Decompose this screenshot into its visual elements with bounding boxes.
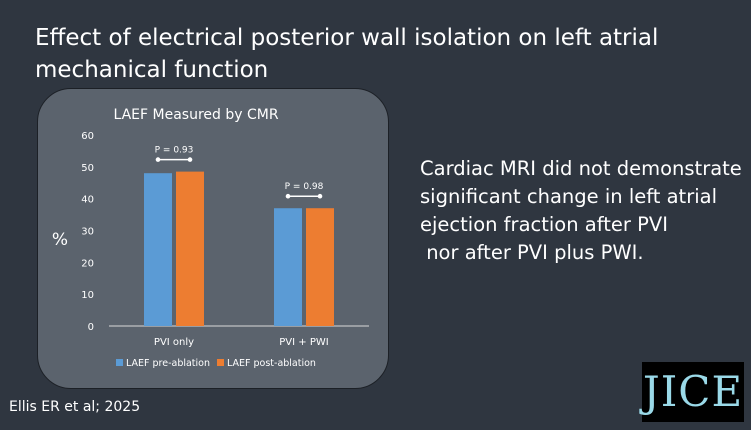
x-tick-label: PVI only (154, 337, 194, 348)
y-tick-label: 60 (81, 131, 94, 142)
bar-chart: LAEF Measured by CMR % 0 10 20 30 40 50 60 PVI… (52, 107, 369, 369)
legend-swatch (116, 359, 123, 366)
legend-label: LAEF pre-ablation (126, 358, 210, 369)
legend-swatch (217, 359, 224, 366)
p-value-label: P = 0.98 (285, 182, 324, 192)
y-tick-label: 10 (81, 290, 94, 301)
legend-label: LAEF post-ablation (227, 358, 316, 369)
x-tick-label: PVI + PWI (279, 337, 328, 348)
y-tick-label: 40 (81, 195, 94, 206)
bracket-end-dot (285, 193, 291, 199)
bracket-end-dot (317, 193, 323, 199)
bracket-end-dot (155, 157, 161, 162)
p-value-label: P = 0.93 (155, 146, 194, 156)
y-tick-label: 30 (81, 227, 94, 238)
slide-title: Effect of electrical posterior wall isol… (35, 25, 659, 83)
y-tick-label: 0 (88, 322, 94, 333)
citation: Ellis ER et al; 2025 (9, 399, 141, 415)
y-axis-label: % (52, 230, 68, 250)
bar (306, 208, 334, 326)
y-tick-label: 50 (81, 163, 94, 174)
journal-logo-text: JICE (642, 367, 744, 416)
journal-logo: JICE (642, 362, 744, 422)
summary-line: nor after PVI plus PWI. (420, 241, 644, 264)
bracket-end-dot (187, 157, 193, 162)
summary-line: Cardiac MRI did not demonstrate (420, 157, 742, 180)
bar (176, 171, 204, 326)
bar (274, 208, 302, 326)
chart-title: LAEF Measured by CMR (113, 107, 278, 123)
bar (144, 173, 172, 326)
summary-text: Cardiac MRI did not demonstrate signific… (420, 155, 750, 267)
summary-line: ejection fraction after PVI (420, 213, 668, 236)
summary-line: significant change in left atrial (420, 185, 718, 208)
chart-panel: LAEF Measured by CMR % 0 10 20 30 40 50 60 PVI… (37, 88, 389, 389)
y-tick-label: 20 (81, 258, 94, 269)
